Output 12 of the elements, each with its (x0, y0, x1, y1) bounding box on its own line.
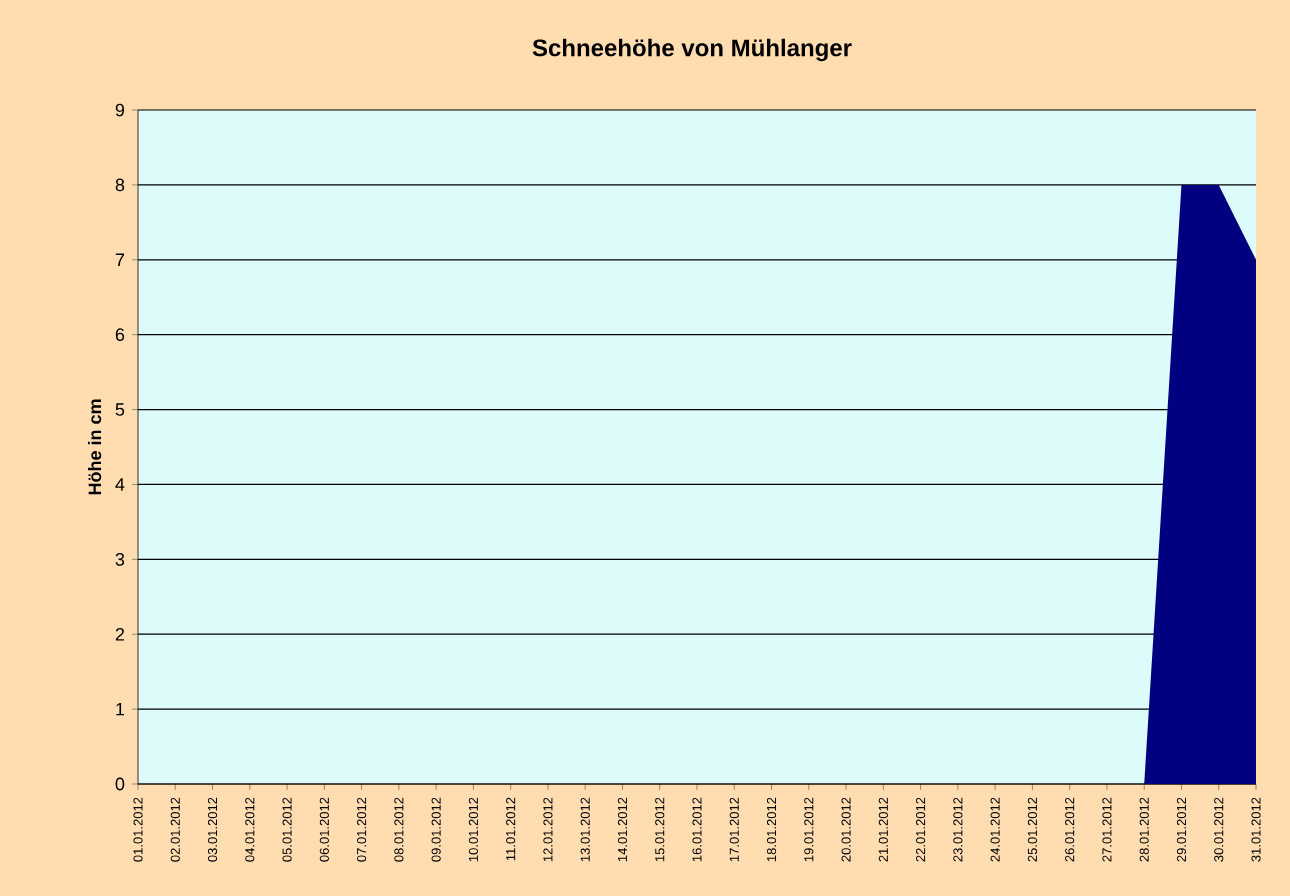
y-axis-title: Höhe in cm (87, 399, 102, 495)
y-tick-label: 7 (115, 253, 125, 266)
y-tick-label: 8 (115, 178, 125, 192)
y-tick-label: 6 (115, 328, 125, 342)
y-tick-label: 3 (115, 552, 125, 566)
y-tick-label: 2 (115, 627, 125, 641)
y-tick-label: 9 (115, 103, 125, 117)
y-tick-label: 5 (115, 403, 125, 416)
y-tick-label: 0 (115, 777, 125, 791)
y-tick-label: 4 (115, 478, 125, 491)
y-tick-label: 1 (116, 702, 125, 716)
chart-title: Schneehöhe von Mühlanger (532, 38, 852, 62)
